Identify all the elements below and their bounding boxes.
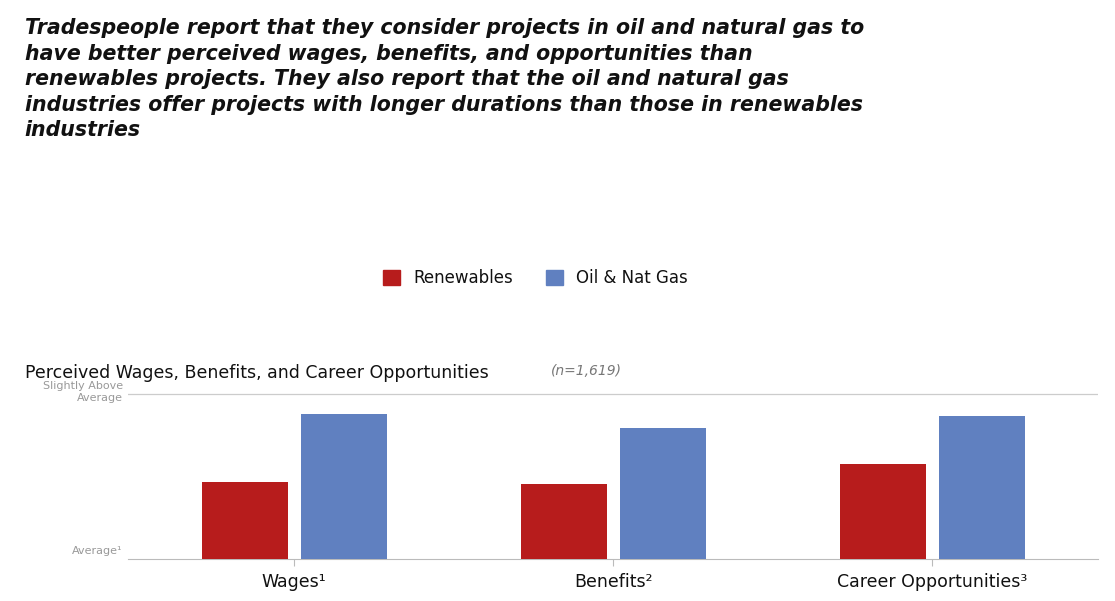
Text: Perceived Wages, Benefits, and Career Opportunities: Perceived Wages, Benefits, and Career Op… — [25, 364, 488, 382]
Bar — [301, 414, 387, 559]
Text: (n=1,619): (n=1,619) — [551, 364, 622, 377]
Text: Average¹: Average¹ — [72, 546, 123, 556]
Bar — [840, 464, 925, 559]
Bar — [521, 484, 607, 559]
Text: Slightly Above
Average: Slightly Above Average — [42, 381, 123, 403]
Text: Tradespeople report that they consider projects in oil and natural gas to
have b: Tradespeople report that they consider p… — [25, 18, 864, 141]
Bar — [202, 483, 288, 559]
Bar — [620, 428, 706, 559]
Legend: Renewables, Oil & Nat Gas: Renewables, Oil & Nat Gas — [384, 269, 688, 287]
Bar — [939, 416, 1025, 559]
